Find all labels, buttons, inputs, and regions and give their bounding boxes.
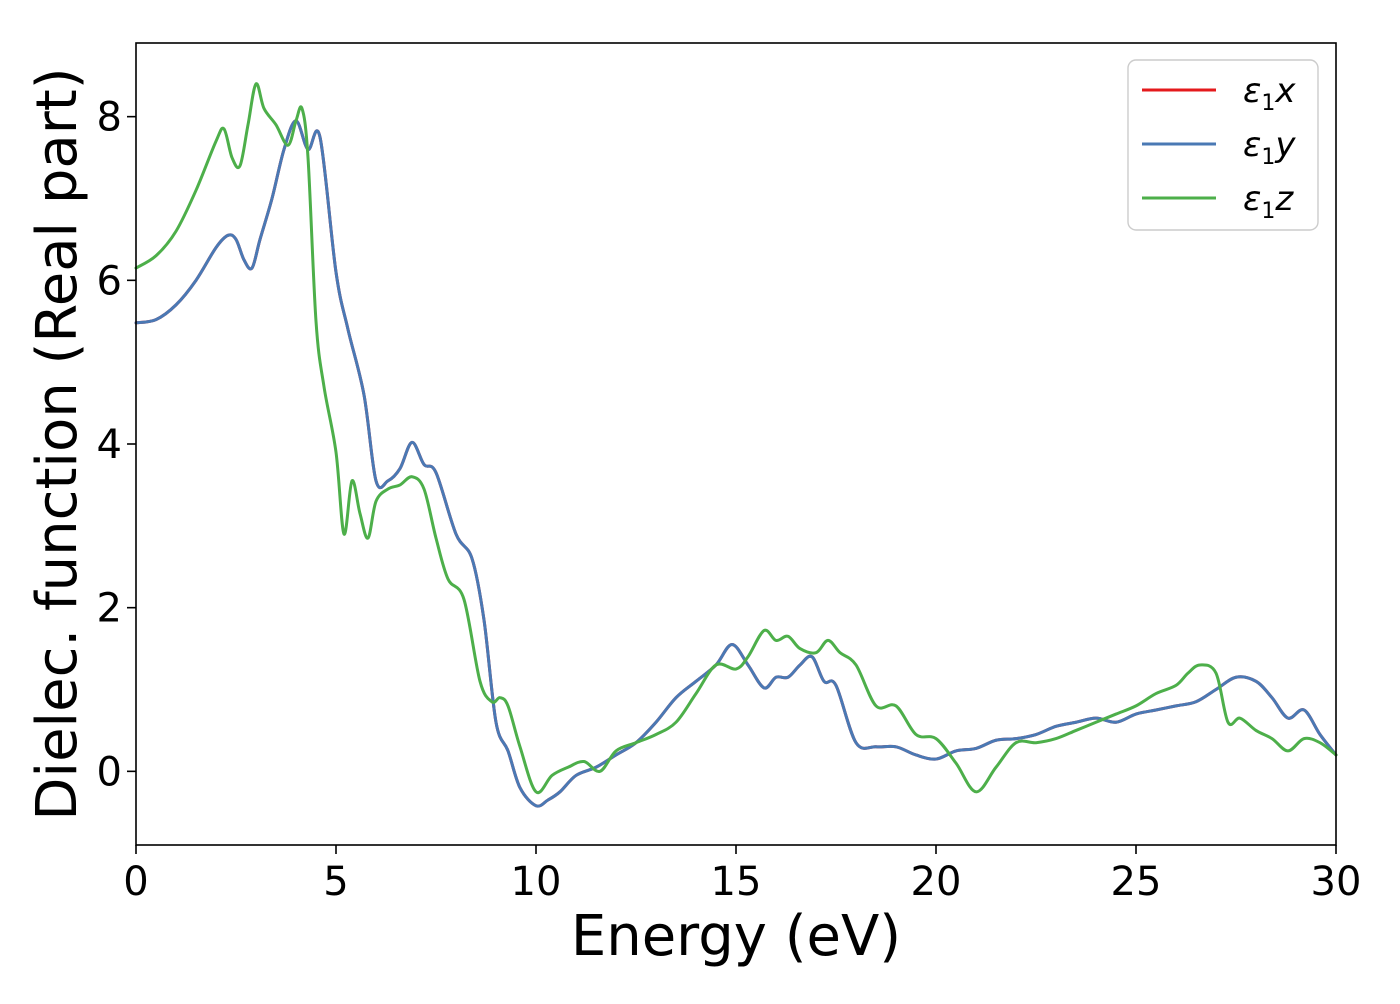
x-tick-label: 30 bbox=[1311, 859, 1362, 905]
series-line-z bbox=[134, 82, 1338, 795]
y-tick-label: 2 bbox=[97, 586, 122, 632]
x-axis-ticks: 0 5 10 15 20 25 30 bbox=[123, 845, 1361, 905]
legend-box bbox=[1127, 59, 1319, 231]
x-tick-label: 20 bbox=[911, 859, 962, 905]
x-tick-label: 15 bbox=[711, 859, 762, 905]
legend-label-z: ε1z bbox=[1243, 179, 1294, 224]
y-axis-ticks: 0 2 4 6 8 bbox=[97, 95, 136, 795]
x-tick-label: 25 bbox=[1111, 859, 1162, 905]
y-tick-label: 4 bbox=[97, 422, 122, 468]
legend: ε1x ε1y ε1z bbox=[1127, 59, 1319, 231]
y-tick-label: 0 bbox=[97, 749, 122, 795]
legend-label-y: ε1y bbox=[1243, 125, 1296, 170]
x-axis-label: Energy (eV) bbox=[571, 904, 901, 969]
series-layer bbox=[134, 82, 1338, 808]
x-tick-label: 5 bbox=[323, 859, 348, 905]
legend-items: ε1x ε1y ε1z bbox=[1142, 71, 1296, 224]
x-tick-label: 10 bbox=[511, 859, 562, 905]
y-tick-label: 8 bbox=[97, 95, 122, 141]
x-tick-label: 0 bbox=[123, 859, 148, 905]
legend-label-x: ε1x bbox=[1243, 71, 1296, 116]
y-axis-label: Dielec. function (Real part) bbox=[25, 67, 90, 820]
y-tick-label: 6 bbox=[97, 258, 122, 304]
